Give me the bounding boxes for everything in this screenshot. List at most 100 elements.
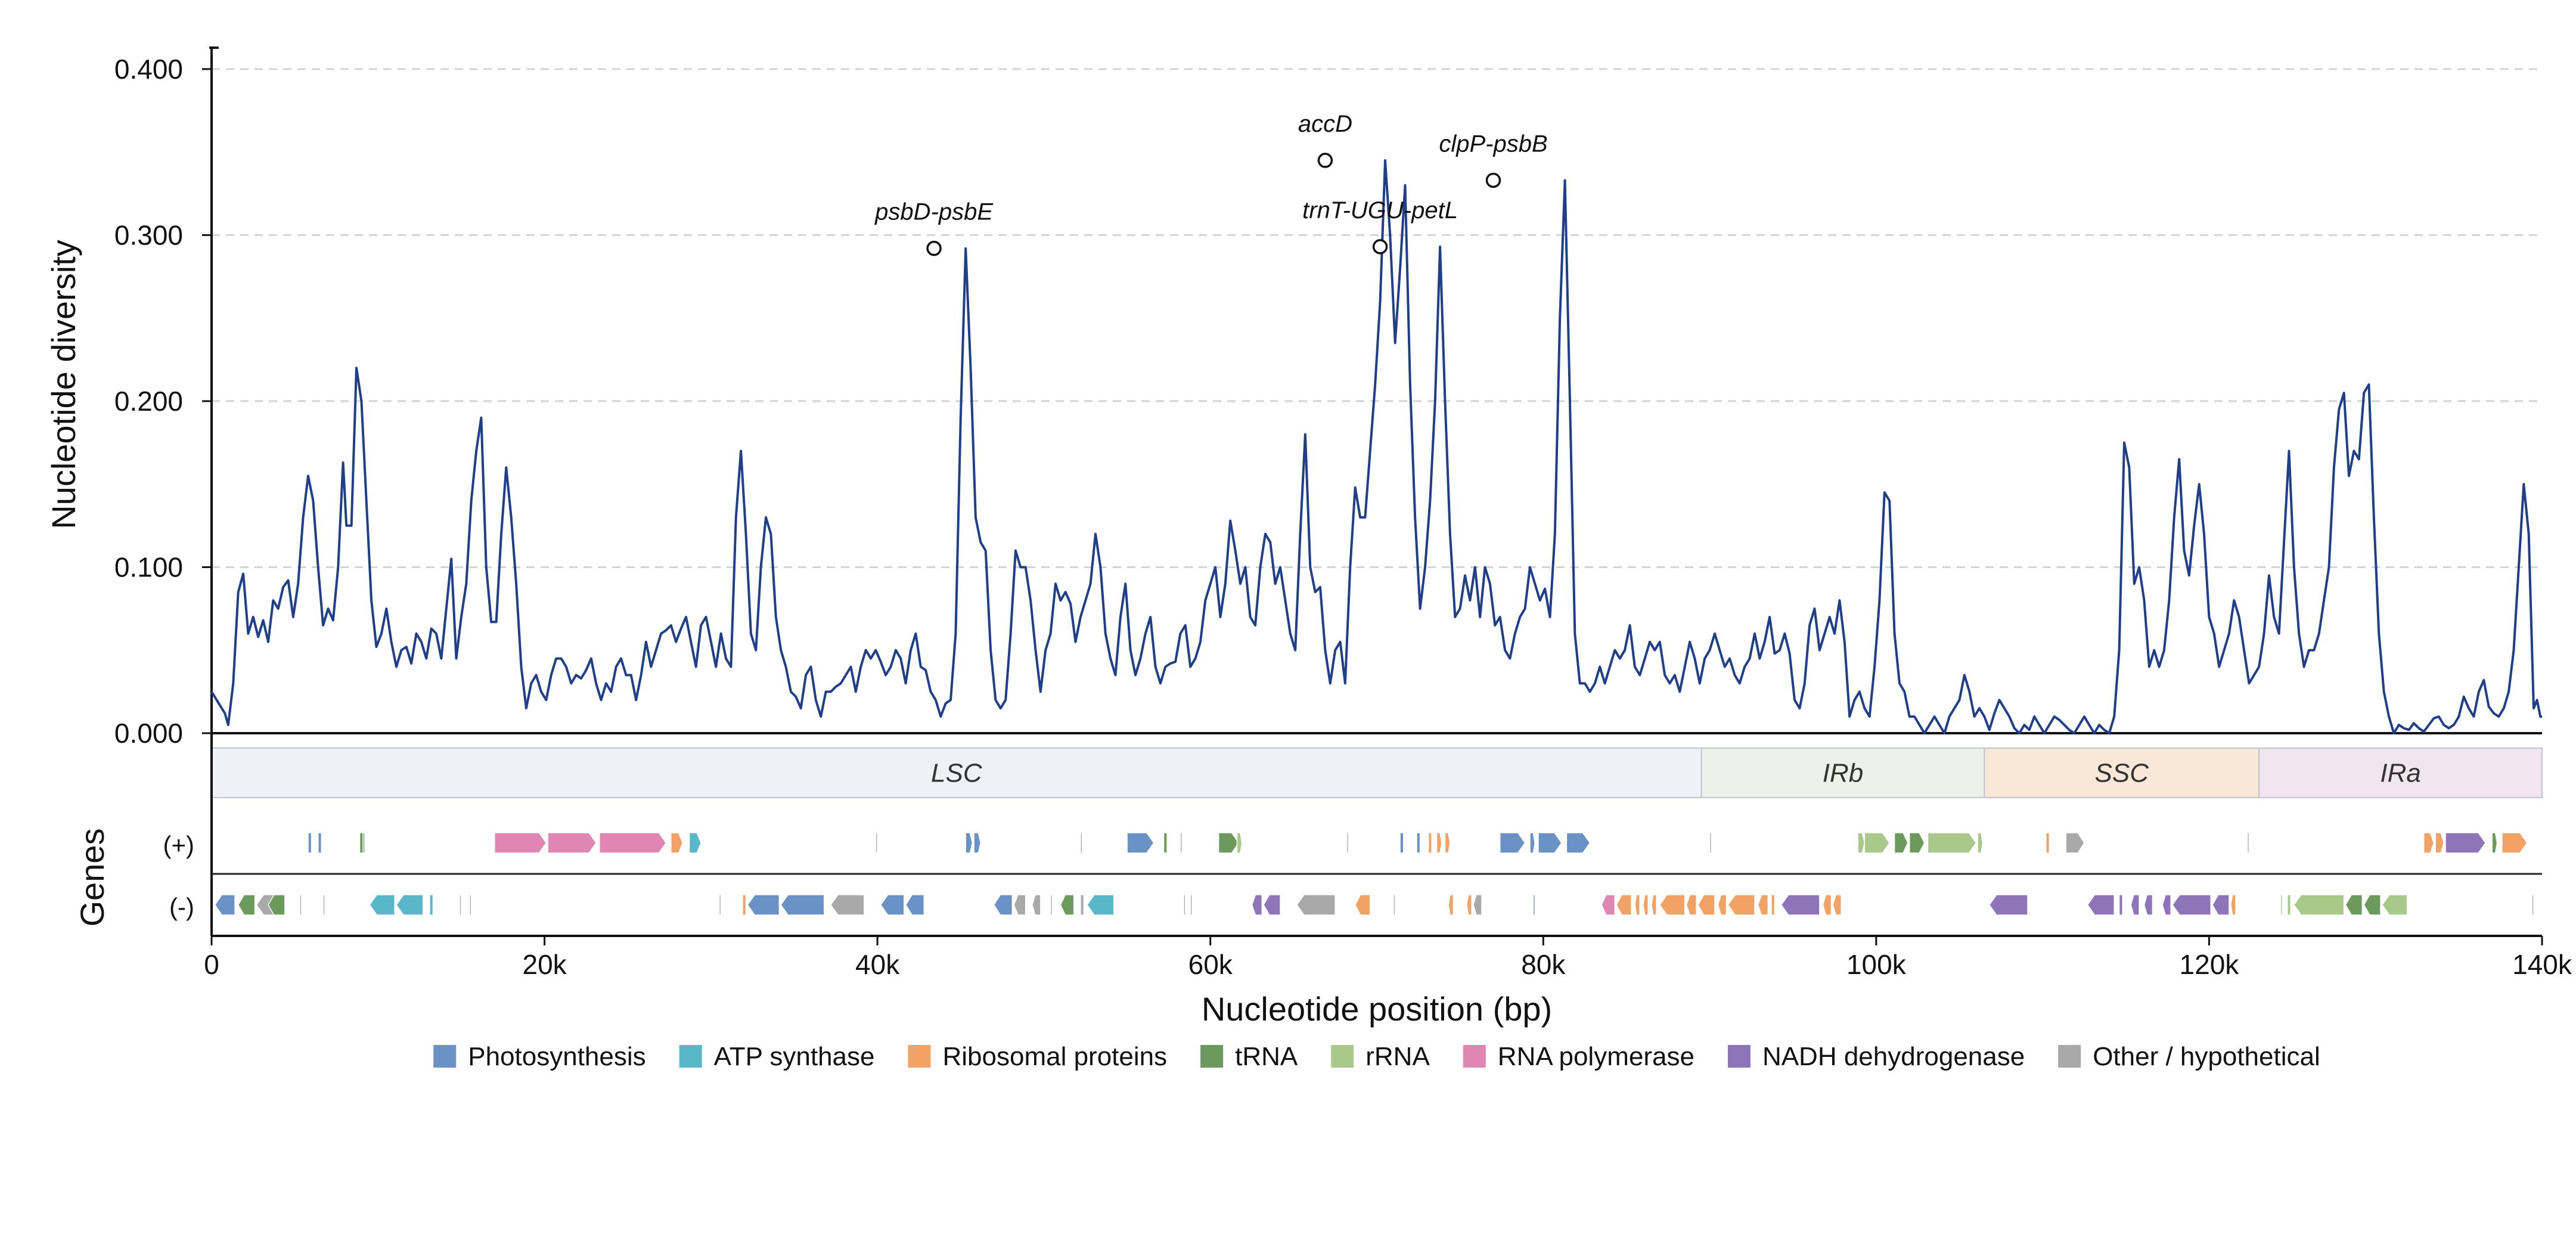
gene-ndh: [1988, 894, 2028, 916]
gene-other: [830, 894, 865, 916]
gene-photo: [1399, 832, 1404, 854]
gene-ribo: [1697, 894, 1715, 916]
legend-swatch-rrna: [1331, 1045, 1354, 1068]
x-tick-label: 60k: [1188, 949, 1233, 980]
gene-ribo: [742, 894, 747, 916]
gene-ribo: [1448, 894, 1454, 916]
legend-swatch-atp: [679, 1045, 702, 1068]
legend: Photosynthesis ATP synthase Ribosomal prot…: [433, 1042, 2320, 1071]
gene-other: [1296, 894, 1336, 916]
gene-ribo: [1832, 894, 1842, 916]
diversity-series: [210, 159, 2542, 734]
legend-label-ribo: Ribosomal proteins: [942, 1042, 1167, 1071]
diversity-line: [210, 159, 2542, 734]
gene-rnap: [1601, 894, 1616, 916]
gene-ribo: [1444, 832, 1451, 854]
gene-rrna: [1977, 832, 1984, 854]
gene-ribo: [1634, 894, 1641, 916]
gene-other: [299, 894, 302, 916]
legend-swatch-other: [2058, 1045, 2081, 1068]
gene-ndh: [1251, 894, 1263, 916]
gene-ndh: [1780, 894, 1820, 916]
gene-trna: [1060, 894, 1075, 916]
gene-other: [469, 894, 472, 916]
gene-tracks: [212, 832, 2542, 916]
axis-labels: Nucleotide diversity Genes (+) (-) Nucle…: [45, 240, 1552, 1028]
gene-other: [2246, 832, 2250, 854]
gene-photo: [308, 832, 312, 854]
legend-swatch-ndh: [1727, 1045, 1751, 1068]
region-label: SSC: [2095, 759, 2150, 788]
gene-ndh: [2172, 894, 2211, 916]
gene-other: [1709, 832, 1712, 854]
gene-trna: [362, 832, 365, 854]
legend-label-trna: tRNA: [1235, 1042, 1298, 1071]
gene-other: [1183, 894, 1186, 916]
gene-photo: [1532, 894, 1536, 916]
gene-ribo: [1466, 894, 1472, 916]
gene-photo: [905, 894, 925, 916]
gene-ndh: [2130, 894, 2140, 916]
gene-trna: [2491, 832, 2498, 854]
gene-ribo: [1727, 894, 1755, 916]
gene-ribo: [671, 832, 684, 854]
gene-other: [2065, 832, 2085, 854]
peak-marker: [1317, 153, 1333, 168]
gene-rrna: [1236, 832, 1243, 854]
legend-label-rrna: rRNA: [1365, 1042, 1430, 1071]
gene-trna: [1908, 832, 1925, 854]
gene-other: [1190, 894, 1193, 916]
y-tick-label: 0.400: [114, 54, 183, 85]
y-tick-label: 0.300: [114, 219, 183, 250]
gene-photo: [965, 832, 973, 854]
gene-photo: [1538, 832, 1562, 854]
gene-trna: [1163, 832, 1168, 854]
peak-marker: [1485, 172, 1501, 188]
x-tick-label: 140k: [2512, 949, 2572, 980]
gene-rrna: [2293, 894, 2345, 916]
gene-photo: [1566, 832, 1591, 854]
y-tick-label: 0.200: [114, 386, 183, 417]
gene-ndh: [2212, 894, 2230, 916]
gene-atp: [429, 894, 434, 916]
gene-other: [1180, 832, 1183, 854]
gene-ribo: [1643, 894, 1649, 916]
gene-other: [1032, 894, 1041, 916]
gene-photo: [317, 832, 322, 854]
legend-swatch-ribo: [908, 1045, 931, 1068]
gene-ribo: [1427, 832, 1432, 854]
gene-other: [1346, 832, 1349, 854]
gene-ndh: [2445, 832, 2486, 854]
gene-other: [1473, 894, 1482, 916]
minus-strand-label: (-): [169, 893, 194, 921]
gene-ribo: [2501, 832, 2528, 854]
gene-photo: [993, 894, 1013, 916]
legend-swatch-rnap: [1463, 1045, 1486, 1068]
gene-rnap: [494, 832, 547, 854]
x-axis-title: Nucleotide position (bp): [1202, 990, 1552, 1028]
gene-ribo: [2045, 832, 2050, 854]
peak-marker: [926, 240, 942, 256]
y-tick-label: 0.000: [114, 718, 183, 749]
gene-rnap: [598, 832, 667, 854]
region-label: LSC: [931, 759, 983, 788]
x-tick-label: 40k: [855, 949, 900, 980]
gene-ribo: [2423, 832, 2435, 854]
gene-ribo: [1822, 894, 1832, 916]
gene-other: [1393, 894, 1396, 916]
gene-ribo: [1354, 894, 1371, 916]
x-tick-label: 120k: [2180, 949, 2240, 980]
peak-label: clpP-psbB: [1439, 131, 1547, 157]
gene-atp: [688, 832, 702, 854]
gene-atp: [396, 894, 424, 916]
gene-other: [322, 894, 325, 916]
gene-ndh: [1263, 894, 1281, 916]
legend-label-ndh: NADH dehydrogenase: [1762, 1042, 2025, 1071]
gene-photo: [1416, 832, 1421, 854]
gene-rnap: [547, 832, 597, 854]
gene-ribo: [1771, 894, 1776, 916]
genome-regions: LSC IRb SSC IRa: [211, 748, 2543, 798]
gene-trna: [359, 832, 364, 854]
gene-other: [1013, 894, 1026, 916]
